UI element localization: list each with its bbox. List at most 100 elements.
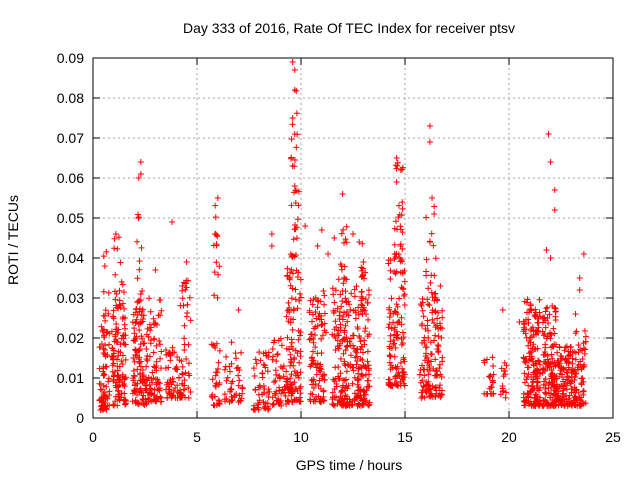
data-point	[419, 307, 426, 314]
data-point	[393, 179, 400, 185]
data-point	[424, 317, 431, 324]
data-point	[436, 320, 443, 327]
data-point	[147, 337, 154, 344]
data-point	[167, 390, 174, 397]
data-point	[158, 398, 165, 405]
data-point	[170, 378, 177, 385]
data-point	[181, 377, 188, 384]
data-point	[342, 236, 349, 243]
data-point	[302, 223, 309, 229]
data-point	[119, 281, 126, 288]
data-point	[158, 348, 165, 355]
data-point	[534, 328, 541, 335]
data-point	[544, 363, 551, 370]
data-point	[578, 366, 585, 373]
axis-ticks	[92, 57, 614, 419]
data-point	[318, 321, 325, 328]
y-tick-label: 0.06	[57, 170, 84, 186]
data-point	[296, 332, 303, 339]
data-point	[147, 308, 154, 315]
data-point	[531, 312, 538, 319]
data-point	[572, 387, 579, 394]
data-point	[316, 310, 323, 317]
data-point	[136, 345, 143, 352]
data-point	[104, 351, 111, 358]
data-point	[562, 382, 569, 389]
data-point	[396, 295, 403, 302]
data-point	[417, 301, 424, 308]
data-point	[422, 344, 429, 351]
data-point	[573, 328, 580, 335]
data-point	[317, 298, 324, 305]
data-point	[393, 332, 400, 339]
data-point	[105, 289, 112, 296]
y-tick-label: 0.07	[57, 130, 84, 146]
data-point	[121, 401, 128, 408]
data-point	[118, 358, 125, 365]
data-point	[290, 236, 297, 243]
data-point	[187, 317, 194, 324]
data-point	[527, 334, 534, 341]
data-point	[541, 378, 548, 385]
data-point	[264, 368, 271, 375]
data-point	[352, 315, 359, 322]
data-point	[556, 395, 563, 402]
data-point	[534, 366, 541, 373]
data-point	[574, 364, 581, 371]
data-point	[351, 286, 358, 293]
data-point	[270, 339, 277, 346]
data-point	[137, 370, 144, 377]
data-point	[426, 239, 433, 245]
data-point	[392, 218, 399, 225]
data-point	[565, 352, 572, 359]
data-point	[310, 376, 317, 383]
data-point	[181, 335, 188, 342]
data-point	[262, 400, 269, 407]
data-point	[292, 347, 299, 354]
data-point	[385, 324, 392, 331]
data-point	[577, 402, 584, 409]
data-point	[319, 375, 326, 382]
data-point	[567, 351, 574, 358]
data-point	[98, 323, 105, 330]
data-point	[110, 372, 117, 379]
data-point	[425, 371, 432, 378]
data-point	[280, 373, 287, 380]
data-point	[137, 388, 144, 395]
data-point	[552, 308, 559, 315]
data-point	[520, 324, 527, 331]
data-point	[308, 355, 315, 362]
data-point	[359, 349, 366, 356]
data-point	[534, 313, 541, 320]
data-point	[110, 356, 117, 363]
data-point	[551, 304, 558, 311]
data-point	[224, 374, 231, 381]
data-point	[293, 385, 300, 392]
data-point	[274, 351, 281, 358]
data-point	[563, 358, 570, 365]
data-point	[533, 309, 540, 316]
data-point	[333, 383, 340, 390]
data-point	[153, 321, 160, 328]
data-point	[130, 367, 137, 374]
data-point	[521, 402, 528, 409]
data-point	[288, 371, 295, 378]
data-point	[97, 344, 104, 351]
data-point	[399, 365, 406, 372]
data-point	[153, 381, 160, 388]
data-point	[331, 235, 338, 241]
data-point	[255, 404, 262, 411]
data-point	[291, 131, 298, 137]
data-point	[334, 337, 341, 344]
data-point	[312, 381, 319, 388]
data-point	[122, 332, 129, 339]
data-point	[132, 346, 139, 353]
data-point	[141, 340, 148, 347]
data-point	[105, 378, 112, 385]
data-point	[420, 337, 427, 344]
data-point	[364, 348, 371, 355]
data-point	[361, 395, 368, 402]
data-point	[342, 392, 349, 399]
data-point	[502, 394, 509, 401]
